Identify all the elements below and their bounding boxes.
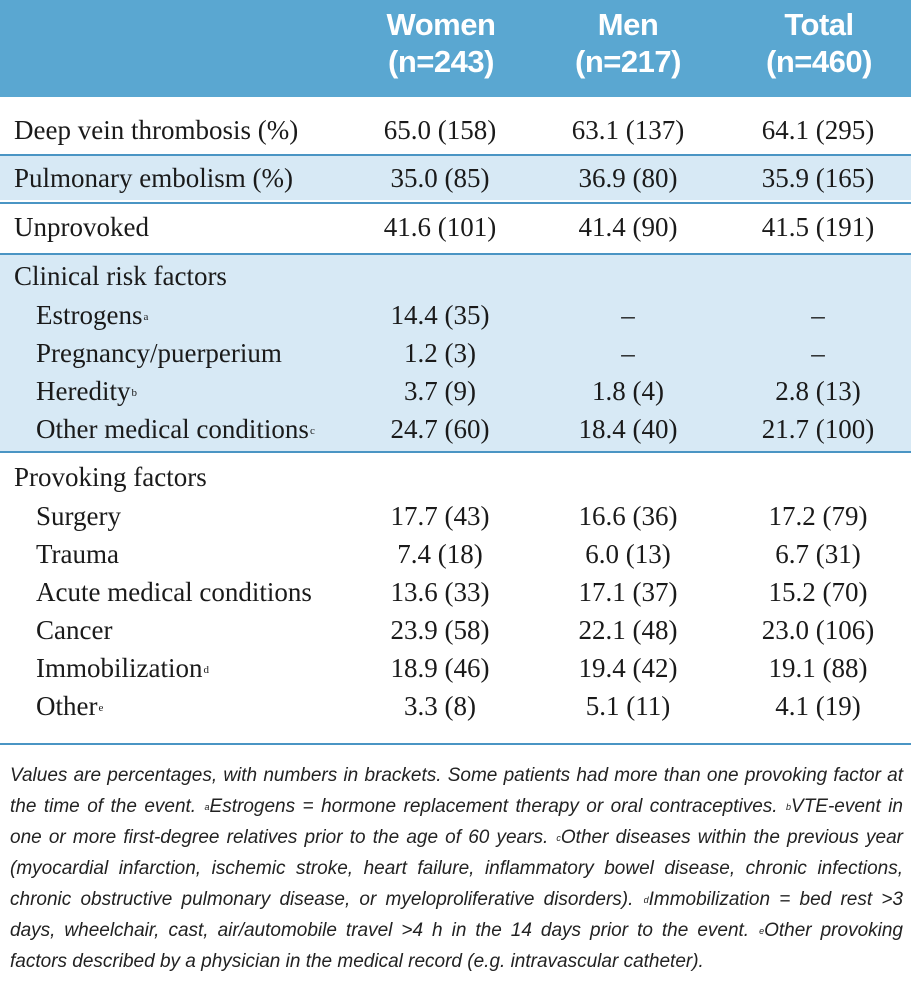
women-value: 1.2 (3) [404, 338, 476, 368]
women-value: 65.0 (158) [383, 115, 497, 145]
women-value: 13.6 (33) [390, 577, 490, 607]
row-label: Heredityb [36, 376, 137, 406]
men-value: 19.4 (42) [578, 653, 678, 683]
men-value: 6.0 (13) [585, 539, 671, 569]
men-value: 36.9 (80) [578, 163, 678, 193]
women-value: 24.7 (60) [390, 414, 490, 444]
column-header-total: Total (n=460) [766, 7, 872, 79]
total-value: 2.8 (13) [775, 376, 861, 406]
row-label: Surgery [36, 501, 121, 531]
men-value: 41.4 (90) [578, 212, 678, 242]
table-bottom-rule [0, 743, 911, 745]
women-value: 18.9 (46) [390, 653, 490, 683]
row-label: Acute medical conditions [36, 577, 312, 607]
table-header: Women (n=243) Men (n=217) Total (n=460) [0, 0, 911, 97]
women-value: 3.3 (8) [404, 691, 476, 721]
women-value: 35.0 (85) [390, 163, 490, 193]
row-label: Cancer [36, 615, 113, 645]
total-value: 21.7 (100) [761, 414, 875, 444]
total-value: 64.1 (295) [761, 115, 875, 145]
row-label: Trauma [36, 539, 120, 569]
men-value: – [621, 300, 635, 330]
women-value: 41.6 (101) [383, 212, 497, 242]
men-value: 17.1 (37) [578, 577, 678, 607]
men-value: 5.1 (11) [585, 691, 671, 721]
row-divider [0, 451, 911, 453]
total-value: – [811, 338, 825, 368]
men-value: 63.1 (137) [571, 115, 685, 145]
total-value: 6.7 (31) [775, 539, 861, 569]
row-label: Othere [36, 691, 104, 721]
row-label: Other medical conditionsc [36, 414, 315, 444]
women-value: 14.4 (35) [390, 300, 490, 330]
men-value: 22.1 (48) [578, 615, 678, 645]
men-value: – [621, 338, 635, 368]
women-value: 23.9 (58) [390, 615, 490, 645]
row-label: Estrogensa [36, 300, 149, 330]
total-value: 17.2 (79) [768, 501, 868, 531]
men-value: 18.4 (40) [578, 414, 678, 444]
row-label: Deep vein thrombosis (%) [14, 115, 299, 145]
table-row: Deep vein thrombosis (%) 65.0 (158) 63.1… [0, 108, 911, 152]
column-header-women: Women (n=243) [386, 7, 496, 79]
total-value: – [811, 300, 825, 330]
row-divider [0, 202, 911, 204]
total-value: 4.1 (19) [775, 691, 861, 721]
clinical-risk-block [0, 255, 911, 451]
row-divider [0, 154, 911, 156]
row-label: Pulmonary embolism (%) [14, 163, 293, 193]
table-row: Unprovoked 41.6 (101) 41.4 (90) 41.5 (19… [0, 204, 911, 252]
women-value: 7.4 (18) [397, 539, 483, 569]
table-row: Pulmonary embolism (%) 35.0 (85) 36.9 (8… [0, 156, 911, 200]
row-divider [0, 253, 911, 255]
total-value: 41.5 (191) [761, 212, 875, 242]
column-header-men: Men (n=217) [575, 7, 681, 79]
table-footnote: Values are percentages, with numbers in … [10, 765, 904, 972]
total-value: 15.2 (70) [768, 577, 868, 607]
total-value: 35.9 (165) [761, 163, 875, 193]
men-value: 16.6 (36) [578, 501, 678, 531]
row-label: Unprovoked [14, 212, 149, 242]
row-label: Pregnancy/puerperium [36, 338, 282, 368]
women-value: 17.7 (43) [390, 501, 490, 531]
row-label: Immobilizationd [36, 653, 209, 683]
total-value: 19.1 (88) [768, 653, 868, 683]
men-value: 1.8 (4) [592, 376, 664, 406]
total-value: 23.0 (106) [761, 615, 875, 645]
women-value: 3.7 (9) [404, 376, 476, 406]
